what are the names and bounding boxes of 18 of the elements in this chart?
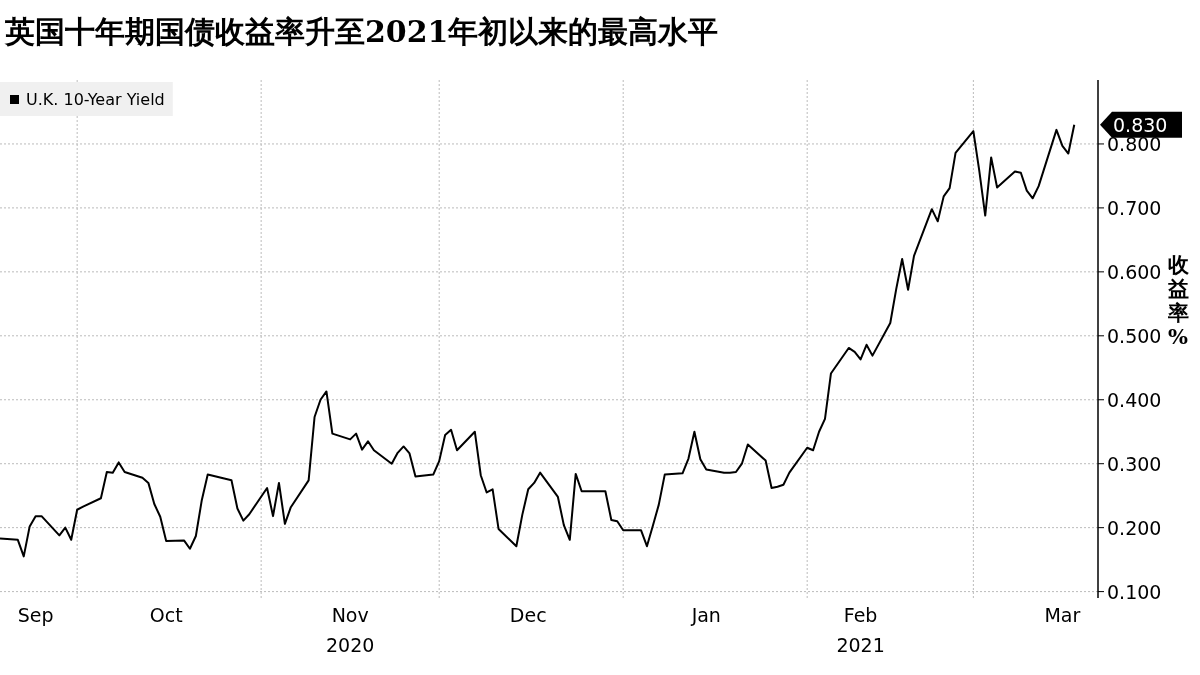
y-tick-label: 0.100 — [1107, 580, 1162, 603]
x-tick-label: Dec — [509, 604, 547, 626]
y-tick-label: 0.500 — [1107, 324, 1162, 347]
x-tick-label: Sep — [17, 604, 54, 626]
y-tick-label: 0.300 — [1107, 452, 1162, 475]
y-axis-title: 收益率% — [1166, 252, 1190, 349]
x-tick-label: Jan — [690, 604, 721, 626]
x-tick-label: Nov 2020 — [325, 604, 375, 656]
y-tick-label: 0.200 — [1107, 516, 1162, 539]
legend-label: U.K. 10-Year Yield — [26, 90, 165, 109]
x-tick-label: Mar — [1044, 604, 1081, 626]
line-series — [0, 123, 1076, 558]
x-tick-label: Feb 2021 — [836, 604, 885, 656]
y-tick-label: 0.600 — [1107, 260, 1162, 283]
y-tick-label: 0.700 — [1107, 196, 1162, 219]
y-tick-label: 0.400 — [1107, 388, 1162, 411]
x-tick-label: Oct — [149, 604, 183, 626]
chart-title: 英国十年期国债收益率升至2021年初以来的最高水平 — [4, 14, 719, 49]
